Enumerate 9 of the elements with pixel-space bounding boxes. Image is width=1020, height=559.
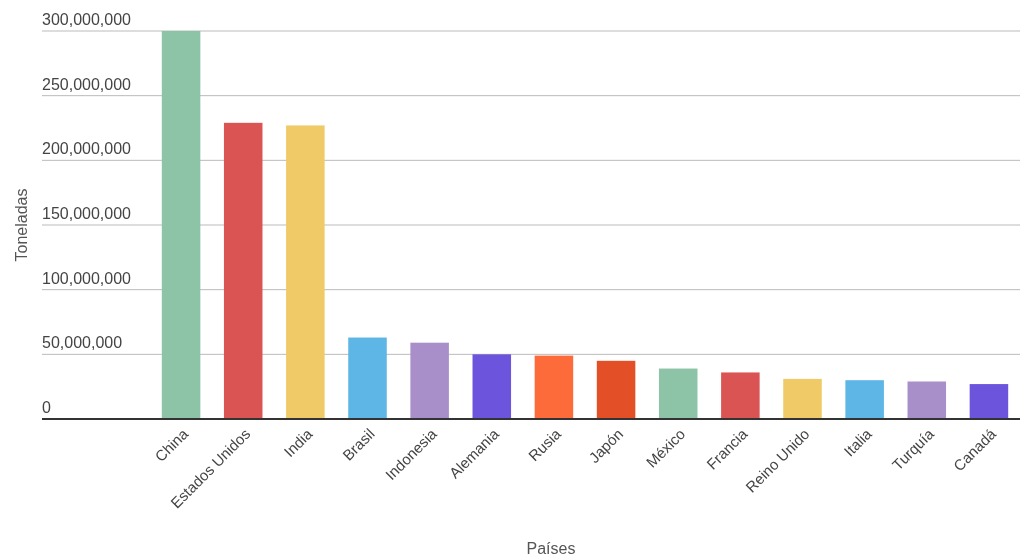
y-tick-label: 50,000,000 xyxy=(42,334,123,352)
y-tick-label: 250,000,000 xyxy=(42,75,132,93)
y-tick-label: 150,000,000 xyxy=(42,205,132,222)
x-axis-title: Países xyxy=(526,540,576,557)
y-tick-label: 300,000,000 xyxy=(42,11,132,28)
y-tick-label: 200,000,000 xyxy=(42,140,132,158)
y-tick-label: 0 xyxy=(42,399,51,416)
y-tick-label: 100,000,000 xyxy=(42,269,132,287)
y-axis-title: Toneladas xyxy=(13,188,30,262)
